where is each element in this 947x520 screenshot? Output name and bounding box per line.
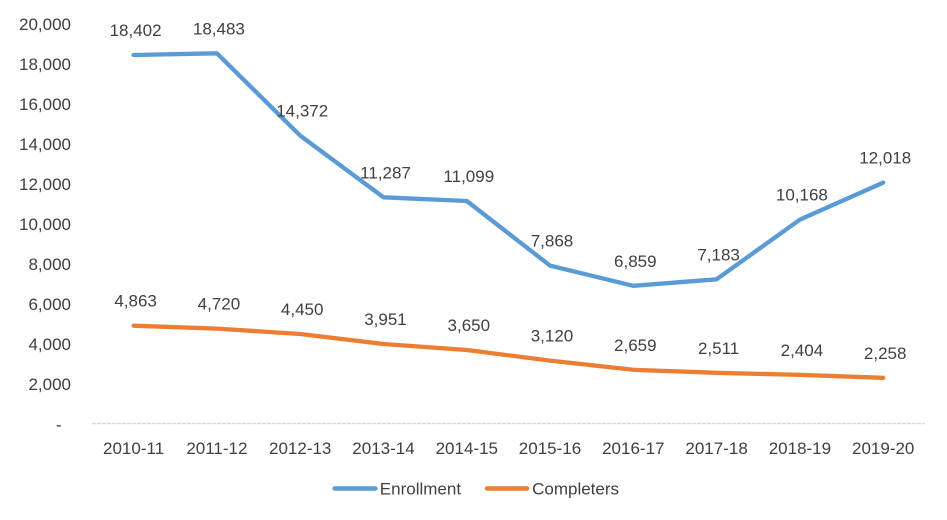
svg-text:4,000: 4,000 (28, 335, 71, 354)
svg-text:2017-18: 2017-18 (685, 439, 747, 458)
svg-text:2,659: 2,659 (614, 336, 657, 355)
svg-text:2,511: 2,511 (698, 339, 739, 358)
svg-text:4,863: 4,863 (114, 292, 157, 311)
svg-text:7,868: 7,868 (531, 232, 574, 251)
svg-text:2,258: 2,258 (864, 344, 907, 363)
svg-text:18,000: 18,000 (19, 55, 71, 74)
svg-text:Completers: Completers (532, 480, 619, 499)
svg-text:11,099: 11,099 (443, 167, 494, 186)
svg-text:2,000: 2,000 (28, 375, 71, 394)
svg-text:7,183: 7,183 (697, 245, 740, 264)
svg-text:4,450: 4,450 (281, 300, 324, 319)
svg-text:2014-15: 2014-15 (436, 439, 498, 458)
svg-text:12,000: 12,000 (19, 175, 71, 194)
svg-text:3,120: 3,120 (531, 327, 574, 346)
svg-text:20,000: 20,000 (19, 15, 71, 34)
svg-text:10,000: 10,000 (19, 215, 71, 234)
svg-text:2016-17: 2016-17 (602, 439, 664, 458)
svg-text:10,168: 10,168 (776, 186, 828, 205)
svg-text:18,402: 18,402 (110, 21, 162, 40)
svg-text:4,720: 4,720 (198, 295, 241, 314)
svg-text:6,000: 6,000 (28, 295, 71, 314)
svg-text:12,018: 12,018 (859, 149, 911, 168)
svg-text:-: - (56, 416, 62, 435)
svg-text:3,951: 3,951 (364, 310, 407, 329)
svg-text:2013-14: 2013-14 (352, 439, 414, 458)
svg-text:2011-12: 2011-12 (186, 439, 247, 458)
svg-text:14,372: 14,372 (276, 102, 328, 121)
svg-text:2,404: 2,404 (781, 341, 824, 360)
svg-text:2010-11: 2010-11 (103, 439, 164, 458)
svg-text:2019-20: 2019-20 (852, 439, 914, 458)
svg-text:11,287: 11,287 (360, 163, 411, 182)
svg-text:14,000: 14,000 (19, 135, 71, 154)
svg-text:6,859: 6,859 (614, 252, 657, 271)
svg-text:2012-13: 2012-13 (269, 439, 331, 458)
svg-text:8,000: 8,000 (28, 255, 71, 274)
svg-text:18,483: 18,483 (193, 19, 245, 38)
svg-text:Enrollment: Enrollment (380, 480, 462, 499)
svg-text:16,000: 16,000 (19, 95, 71, 114)
svg-text:3,650: 3,650 (448, 316, 491, 335)
svg-text:2015-16: 2015-16 (519, 439, 581, 458)
svg-text:2018-19: 2018-19 (769, 439, 831, 458)
